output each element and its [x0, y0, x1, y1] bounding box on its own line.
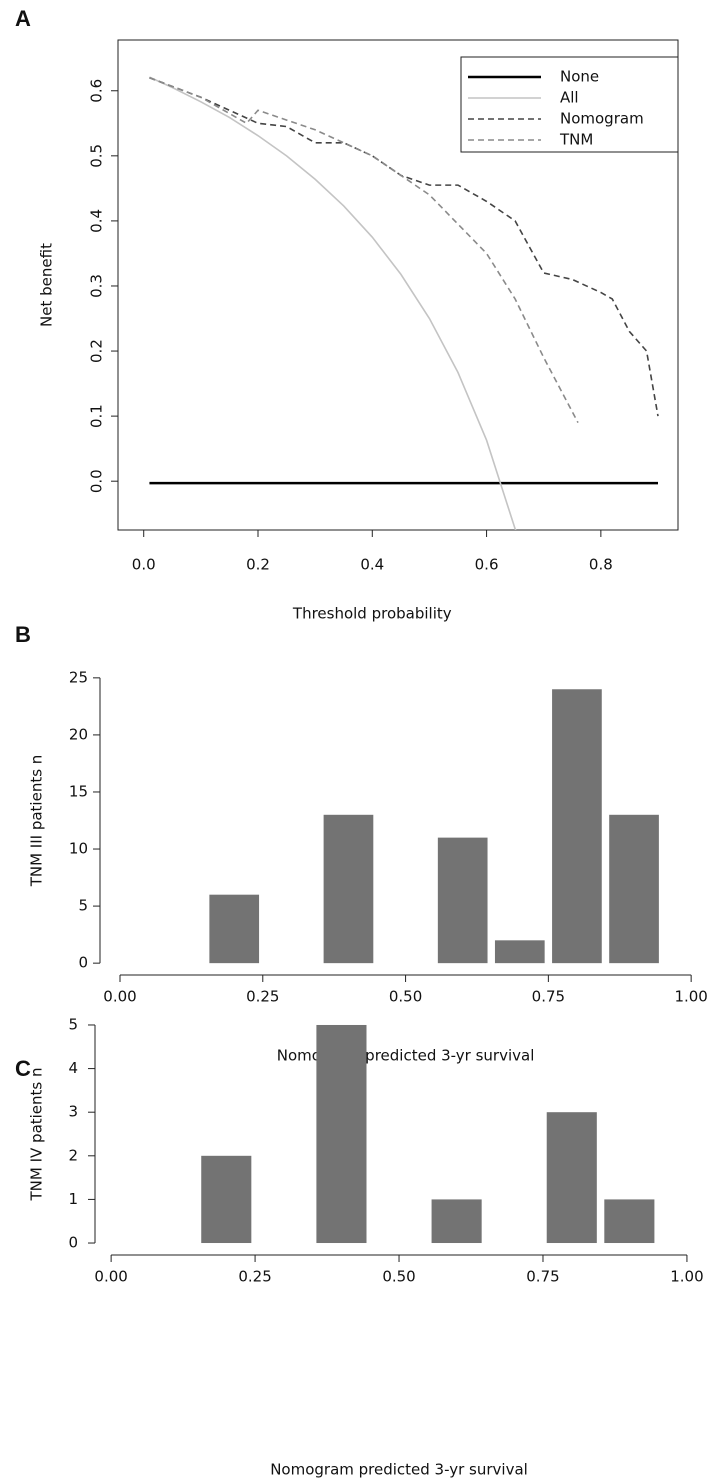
y-tick-label: 0.4 [88, 209, 106, 233]
y-tick-label: 1 [68, 1190, 78, 1208]
y-tick-label: 0.6 [88, 79, 106, 103]
y-tick-label: 0.1 [88, 404, 106, 428]
bar [201, 1155, 252, 1244]
bar [609, 814, 659, 964]
legend-box [460, 56, 679, 153]
x-tick-label: 0.8 [589, 556, 613, 574]
panel-label: C [15, 1056, 31, 1081]
panel-label: A [15, 6, 31, 31]
bar [494, 940, 545, 964]
y-tick-label: 0.3 [88, 274, 106, 298]
bar [552, 689, 602, 964]
x-tick-label: 1.00 [670, 1268, 703, 1286]
x-axis-title: Nomogram predicted 3-yr survival [270, 1461, 528, 1479]
series-line [149, 76, 659, 417]
y-axis-title: TNM IV patients n [28, 1067, 46, 1201]
y-axis-title: Net benefit [38, 243, 56, 327]
y-tick-label: 4 [68, 1059, 78, 1077]
y-tick-label: 0 [78, 954, 88, 972]
y-tick-label: 15 [69, 782, 88, 800]
x-tick-label: 0.0 [132, 556, 156, 574]
y-tick-label: 5 [68, 1015, 78, 1033]
x-axis-title: Nomogram predicted 3-yr survival [277, 1047, 535, 1065]
series-line [149, 76, 579, 424]
y-tick-label: 20 [69, 725, 88, 743]
y-tick-label: 0 [68, 1234, 78, 1252]
y-axis-title: TNM III patients n [28, 755, 46, 888]
y-tick-label: 0.0 [88, 469, 106, 493]
y-tick-label: 2 [68, 1146, 78, 1164]
series-line [149, 76, 517, 530]
x-tick-label: 0.75 [526, 1268, 559, 1286]
legend-label: Nomogram [560, 110, 644, 128]
y-tick-label: 3 [68, 1103, 78, 1121]
y-tick-label: 0.5 [88, 144, 106, 168]
x-axis-title: Threshold probability [292, 605, 452, 623]
bar [316, 1024, 367, 1244]
y-tick-label: 0.2 [88, 339, 106, 363]
legend-label: TNM [559, 131, 593, 149]
x-tick-label: 1.00 [674, 988, 707, 1006]
bar [431, 1199, 482, 1244]
plot-frame [117, 39, 679, 531]
bar [604, 1199, 655, 1244]
x-tick-label: 0.00 [94, 1268, 127, 1286]
x-tick-label: 0.6 [475, 556, 499, 574]
bar [546, 1112, 597, 1244]
x-tick-label: 0.50 [389, 988, 422, 1006]
x-tick-label: 0.25 [246, 988, 279, 1006]
y-tick-label: 5 [78, 897, 88, 915]
x-tick-label: 0.75 [532, 988, 565, 1006]
x-tick-label: 0.2 [246, 556, 270, 574]
x-tick-label: 0.25 [238, 1268, 271, 1286]
panel-label: B [15, 622, 31, 647]
y-tick-label: 25 [69, 668, 88, 686]
x-tick-label: 0.50 [382, 1268, 415, 1286]
bar [209, 894, 260, 964]
bar [323, 814, 374, 964]
x-tick-label: 0.00 [103, 988, 136, 1006]
plot-area [149, 76, 659, 530]
y-tick-label: 10 [69, 840, 88, 858]
legend-label: All [560, 89, 579, 107]
bar [437, 837, 488, 964]
legend-label: None [560, 68, 599, 86]
x-tick-label: 0.4 [360, 556, 384, 574]
